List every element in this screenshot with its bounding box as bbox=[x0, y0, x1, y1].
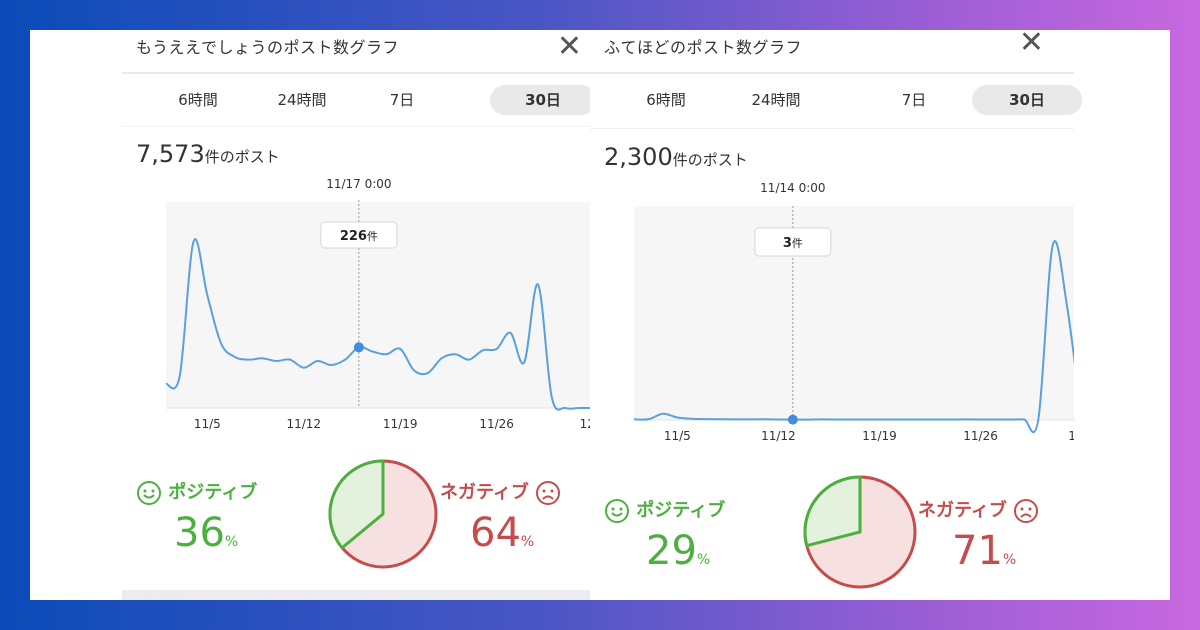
panel-title: もうええでしょうのポスト数グラフ bbox=[136, 38, 400, 57]
pie-positive-slice bbox=[328, 459, 385, 550]
divider bbox=[590, 128, 1074, 129]
post-count-line-chart[interactable]: 11/14 0:00 3件 11/5 11/12 11/19 11/26 12/3 bbox=[590, 30, 1074, 450]
negative-label-text: ネガティブ bbox=[440, 482, 529, 503]
tooltip-rect bbox=[754, 227, 832, 257]
tab-7d[interactable]: 7日 bbox=[901, 91, 927, 109]
tooltip-date: 11/17 0:00 bbox=[326, 177, 391, 191]
x-tick-label: 11/26 bbox=[963, 429, 998, 443]
tooltip-date: 11/14 0:00 bbox=[760, 181, 825, 195]
negative-percent: 64% bbox=[470, 510, 534, 556]
post-count-unit: 件のポスト bbox=[672, 151, 748, 169]
close-icon[interactable]: ✕ bbox=[1018, 30, 1044, 60]
percent-unit: % bbox=[1002, 552, 1017, 568]
divider bbox=[122, 72, 590, 74]
tooltip-rect bbox=[320, 221, 398, 249]
tab-6h[interactable]: 6時間 bbox=[178, 91, 218, 109]
positive-label-text: ポジティブ bbox=[168, 482, 258, 503]
x-tick-label: 12/3 bbox=[1068, 429, 1074, 443]
divider bbox=[590, 72, 1074, 74]
post-count-number: 2,300 bbox=[604, 143, 673, 171]
negative-label: ネガティブ bbox=[440, 478, 561, 506]
post-count: 7,573件のポスト bbox=[136, 140, 280, 168]
x-tick-label: 12/3 bbox=[580, 417, 590, 431]
series-line bbox=[633, 240, 1074, 434]
post-count-unit: 件のポスト bbox=[204, 148, 280, 166]
negative-percent-value: 64 bbox=[470, 510, 521, 556]
highlight-point bbox=[353, 342, 364, 353]
positive-label: ポジティブ bbox=[136, 478, 257, 506]
x-tick-label: 11/5 bbox=[194, 417, 221, 431]
tooltip-box: 3件 bbox=[754, 227, 832, 257]
x-tick-label: 11/26 bbox=[479, 417, 514, 431]
tooltip-value: 226件 bbox=[340, 229, 378, 244]
frown-icon bbox=[1014, 499, 1039, 523]
x-tick-label: 11/5 bbox=[664, 429, 691, 443]
screenshot-frame: もうええでしょうのポスト数グラフ ✕ 6時間 24時間 7日 30日 7,573… bbox=[30, 30, 1170, 600]
positive-percent: 29% bbox=[646, 528, 710, 574]
graph-panel-right: ふてほどのポスト数グラフ ✕ 6時間 24時間 7日 30日 2,300件のポス… bbox=[590, 30, 1082, 600]
smile-icon bbox=[605, 499, 629, 523]
tab-7d[interactable]: 7日 bbox=[389, 91, 415, 109]
positive-label-text: ポジティブ bbox=[636, 500, 726, 521]
percent-unit: % bbox=[224, 534, 239, 550]
negative-percent: 71% bbox=[952, 528, 1016, 574]
percent-unit: % bbox=[696, 552, 711, 568]
post-count: 2,300件のポスト bbox=[604, 143, 748, 171]
sentiment-pie-chart bbox=[328, 459, 438, 569]
tooltip-value: 3件 bbox=[783, 236, 803, 251]
positive-percent-value: 29 bbox=[646, 528, 697, 574]
positive-percent-value: 36 bbox=[174, 510, 225, 556]
smile-icon bbox=[137, 481, 161, 505]
bottom-strip bbox=[122, 590, 590, 600]
sentiment-pie-chart bbox=[803, 475, 917, 589]
percent-unit: % bbox=[520, 534, 535, 550]
tab-24h[interactable]: 24時間 bbox=[277, 91, 327, 109]
x-tick-label: 11/12 bbox=[761, 429, 796, 443]
post-count-number: 7,573 bbox=[136, 140, 205, 168]
post-count-line-chart[interactable]: 11/17 0:00 226件 11/5 11/12 11/19 11/26 12/3 bbox=[122, 30, 590, 450]
close-icon[interactable]: ✕ bbox=[556, 30, 582, 64]
frown-icon bbox=[536, 481, 561, 505]
negative-percent-value: 71 bbox=[952, 528, 1003, 574]
positive-percent: 36% bbox=[174, 510, 238, 556]
divider bbox=[122, 126, 590, 127]
graph-panel-left: もうええでしょうのポスト数グラフ ✕ 6時間 24時間 7日 30日 7,573… bbox=[122, 30, 596, 600]
plot-background bbox=[634, 206, 1074, 420]
tab-6h[interactable]: 6時間 bbox=[646, 91, 686, 109]
pie-positive-slice bbox=[803, 475, 862, 548]
positive-label: ポジティブ bbox=[604, 496, 725, 524]
tab-30d[interactable]: 30日 bbox=[490, 85, 596, 115]
series-line bbox=[165, 238, 590, 411]
highlight-point bbox=[787, 414, 798, 425]
tab-24h[interactable]: 24時間 bbox=[751, 91, 801, 109]
negative-label: ネガティブ bbox=[918, 496, 1039, 524]
tooltip-box: 226件 bbox=[320, 221, 398, 249]
panel-title: ふてほどのポスト数グラフ bbox=[604, 38, 803, 57]
x-tick-label: 11/19 bbox=[383, 417, 418, 431]
negative-label-text: ネガティブ bbox=[918, 500, 1007, 521]
tab-30d[interactable]: 30日 bbox=[972, 85, 1082, 115]
x-tick-label: 11/12 bbox=[286, 417, 321, 431]
x-tick-label: 11/19 bbox=[862, 429, 897, 443]
